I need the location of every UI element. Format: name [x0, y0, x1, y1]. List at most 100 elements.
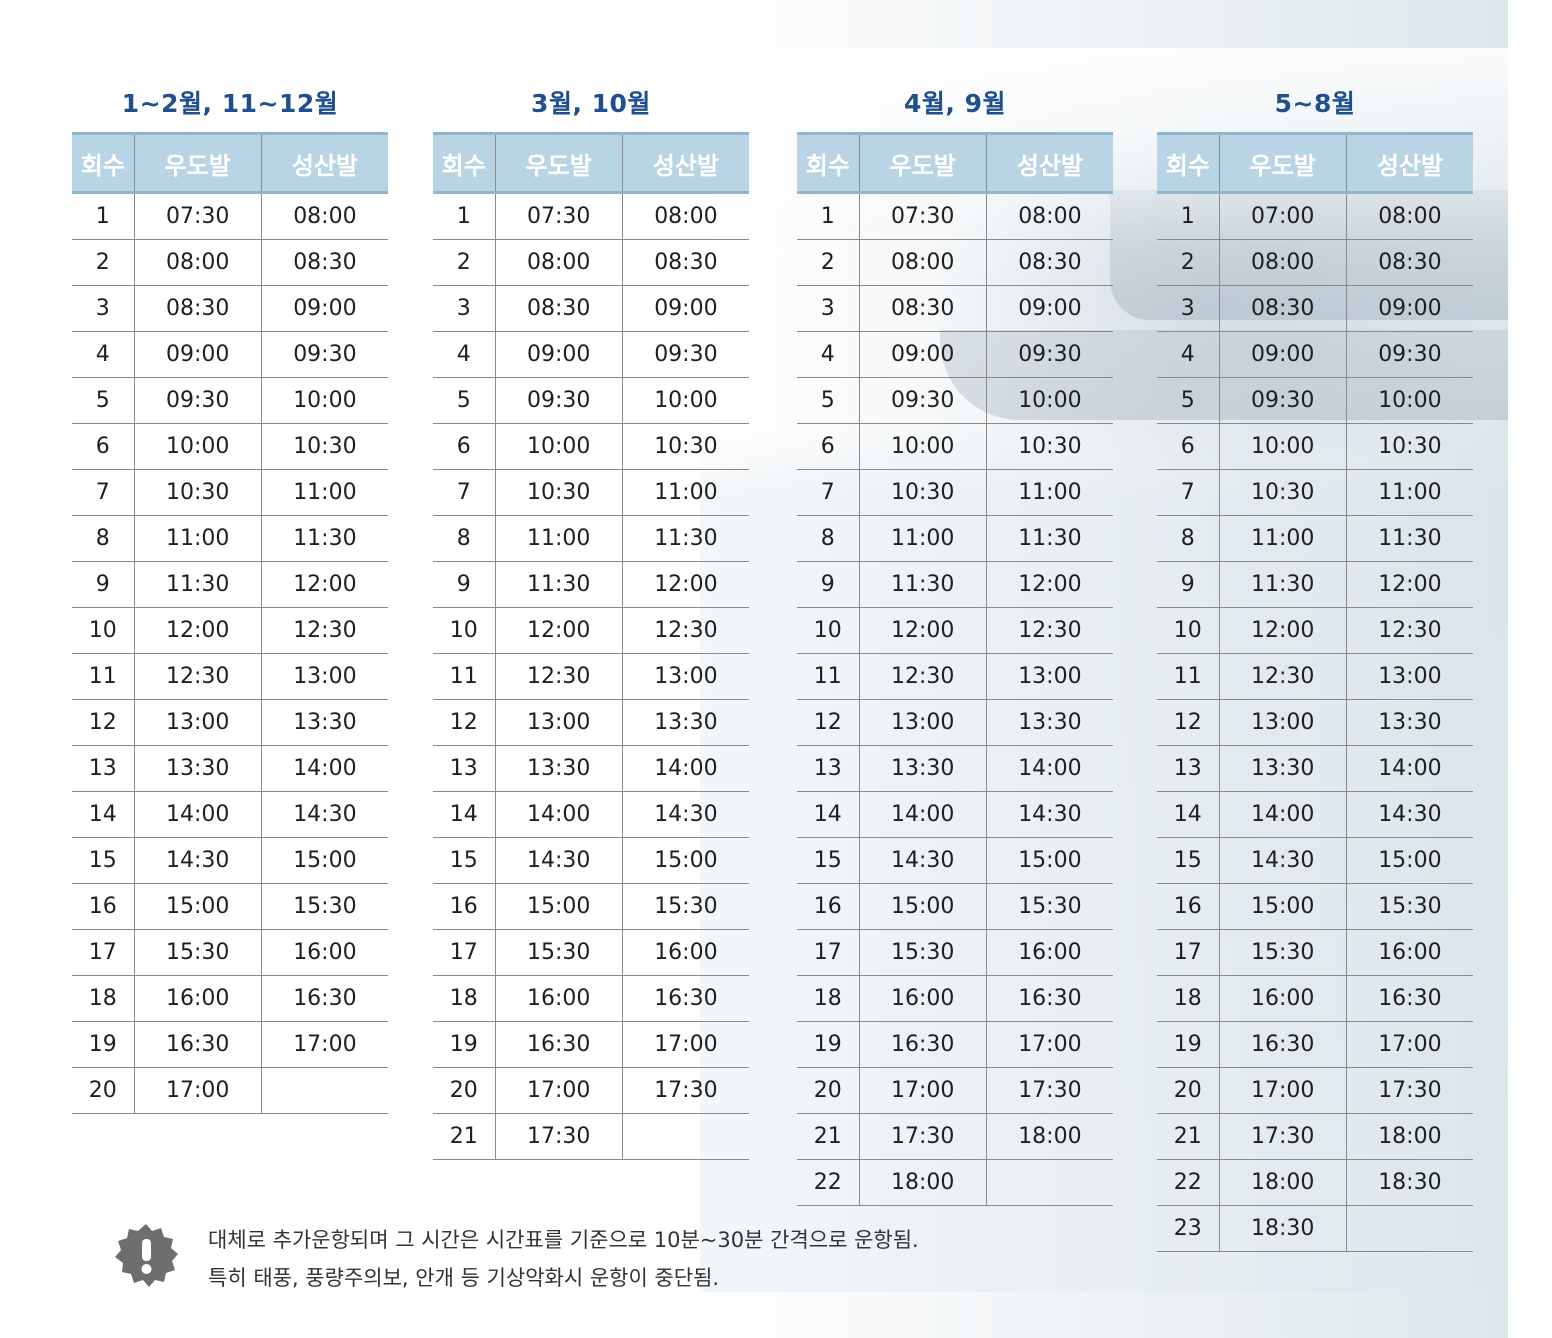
trip-number-cell: 22 — [797, 1159, 860, 1206]
trip-number-cell: 13 — [797, 745, 860, 792]
udo-departure-cell: 13:00 — [494, 699, 623, 746]
seongsan-departure-cell: 15:30 — [260, 883, 388, 930]
table-row: 17 15:30 16:00 — [797, 929, 1113, 976]
table-row: 17 15:30 16:00 — [433, 929, 749, 976]
table-row: 10 12:00 12:30 — [797, 607, 1113, 654]
trip-number-cell: 6 — [72, 423, 135, 470]
udo-departure-cell: 15:30 — [1218, 929, 1347, 976]
udo-departure-cell: 15:30 — [858, 929, 987, 976]
table-row: 12 13:00 13:30 — [1157, 699, 1473, 746]
trip-number-cell: 22 — [1157, 1159, 1220, 1206]
udo-departure-cell: 08:30 — [494, 285, 623, 332]
seongsan-departure-cell: 08:00 — [1345, 192, 1473, 240]
udo-departure-cell: 11:30 — [1218, 561, 1347, 608]
seongsan-departure-cell: 14:30 — [1345, 791, 1473, 838]
table-row: 10 12:00 12:30 — [433, 607, 749, 654]
udo-departure-cell: 08:30 — [858, 285, 987, 332]
table-row: 14 14:00 14:30 — [797, 791, 1113, 838]
udo-departure-cell: 12:00 — [1218, 607, 1347, 654]
table-row: 4 09:00 09:30 — [72, 331, 388, 378]
udo-departure-cell: 10:00 — [133, 423, 262, 470]
seongsan-departure-cell: 09:00 — [260, 285, 388, 332]
table-row: 15 14:30 15:00 — [72, 837, 388, 884]
table-row: 20 17:00 17:30 — [1157, 1067, 1473, 1114]
seongsan-departure-cell — [260, 1067, 388, 1114]
seongsan-departure-cell: 14:00 — [1345, 745, 1473, 792]
udo-departure-cell: 11:00 — [494, 515, 623, 562]
seongsan-departure-cell: 16:00 — [1345, 929, 1473, 976]
trip-number-cell: 5 — [72, 377, 135, 424]
seongsan-departure-cell — [985, 1159, 1113, 1206]
udo-departure-cell: 09:30 — [133, 377, 262, 424]
udo-departure-cell: 14:30 — [858, 837, 987, 884]
table-row: 5 09:30 10:00 — [72, 377, 388, 424]
seongsan-departure-cell: 08:30 — [621, 239, 749, 286]
trip-number-cell: 14 — [72, 791, 135, 838]
trip-number-cell: 16 — [1157, 883, 1220, 930]
table-row: 12 13:00 13:30 — [797, 699, 1113, 746]
udo-departure-cell: 09:30 — [494, 377, 623, 424]
trip-number-cell: 2 — [1157, 239, 1220, 286]
udo-departure-cell: 13:30 — [494, 745, 623, 792]
trip-number-cell: 20 — [72, 1067, 135, 1114]
table-row: 8 11:00 11:30 — [433, 515, 749, 562]
trip-number-cell: 17 — [433, 929, 496, 976]
table-row: 18 16:00 16:30 — [797, 975, 1113, 1022]
seongsan-departure-cell: 09:30 — [1345, 331, 1473, 378]
udo-departure-cell: 11:30 — [494, 561, 623, 608]
trip-number-cell: 19 — [72, 1021, 135, 1068]
seongsan-departure-cell: 11:00 — [260, 469, 388, 516]
trip-number-cell: 8 — [433, 515, 496, 562]
seongsan-departure-cell: 17:00 — [985, 1021, 1113, 1068]
udo-departure-cell: 15:30 — [494, 929, 623, 976]
table-row: 3 08:30 09:00 — [1157, 285, 1473, 332]
schedule-title: 4월, 9월 — [904, 89, 1006, 118]
table-row: 7 10:30 11:00 — [72, 469, 388, 516]
trip-number-cell: 5 — [797, 377, 860, 424]
trip-number-cell: 18 — [1157, 975, 1220, 1022]
table-row: 6 10:00 10:30 — [797, 423, 1113, 470]
udo-departure-cell: 15:30 — [133, 929, 262, 976]
trip-number-cell: 6 — [797, 423, 860, 470]
notice-line-1: 대체로 추가운항되며 그 시간은 시간표를 기준으로 10분~30분 간격으로 … — [208, 1228, 919, 1252]
table-row: 11 12:30 13:00 — [1157, 653, 1473, 700]
seongsan-departure-cell: 09:00 — [985, 285, 1113, 332]
seongsan-departure-cell: 11:00 — [621, 469, 749, 516]
seongsan-departure-cell: 08:00 — [985, 192, 1113, 240]
table-row: 2 08:00 08:30 — [1157, 239, 1473, 286]
seongsan-departure-cell: 14:30 — [621, 791, 749, 838]
table-row: 7 10:30 11:00 — [433, 469, 749, 516]
seongsan-departure-cell: 16:00 — [621, 929, 749, 976]
trip-number-cell: 1 — [433, 192, 496, 240]
udo-departure-cell: 11:00 — [133, 515, 262, 562]
table-row: 16 15:00 15:30 — [433, 883, 749, 930]
seongsan-departure-cell: 15:00 — [260, 837, 388, 884]
table-row: 13 13:30 14:00 — [1157, 745, 1473, 792]
table-row: 10 12:00 12:30 — [72, 607, 388, 654]
trip-number-cell: 10 — [1157, 607, 1220, 654]
trip-number-cell: 15 — [1157, 837, 1220, 884]
seongsan-departure-cell: 16:30 — [260, 975, 388, 1022]
seongsan-departure-cell: 10:00 — [985, 377, 1113, 424]
trip-number-cell: 8 — [72, 515, 135, 562]
udo-departure-cell: 17:30 — [858, 1113, 987, 1160]
table-row: 5 09:30 10:00 — [433, 377, 749, 424]
seongsan-departure-cell: 11:30 — [260, 515, 388, 562]
seongsan-departure-cell: 10:30 — [985, 423, 1113, 470]
table-row: 13 13:30 14:00 — [797, 745, 1113, 792]
seongsan-departure-cell: 16:30 — [621, 975, 749, 1022]
table-row: 8 11:00 11:30 — [72, 515, 388, 562]
udo-departure-cell: 13:30 — [133, 745, 262, 792]
udo-departure-cell: 10:00 — [1218, 423, 1347, 470]
udo-departure-cell: 14:00 — [1218, 791, 1347, 838]
trip-number-cell: 14 — [433, 791, 496, 838]
seongsan-departure-cell: 10:00 — [621, 377, 749, 424]
table-row: 15 14:30 15:00 — [797, 837, 1113, 884]
table-row: 4 09:00 09:30 — [797, 331, 1113, 378]
udo-departure-cell: 09:00 — [858, 331, 987, 378]
seongsan-departure-cell: 15:00 — [1345, 837, 1473, 884]
trip-number-cell: 13 — [433, 745, 496, 792]
udo-departure-cell: 11:00 — [858, 515, 987, 562]
notice: 대체로 추가운항되며 그 시간은 시간표를 기준으로 10분~30분 간격으로 … — [112, 1218, 1012, 1298]
trip-number-cell: 10 — [72, 607, 135, 654]
